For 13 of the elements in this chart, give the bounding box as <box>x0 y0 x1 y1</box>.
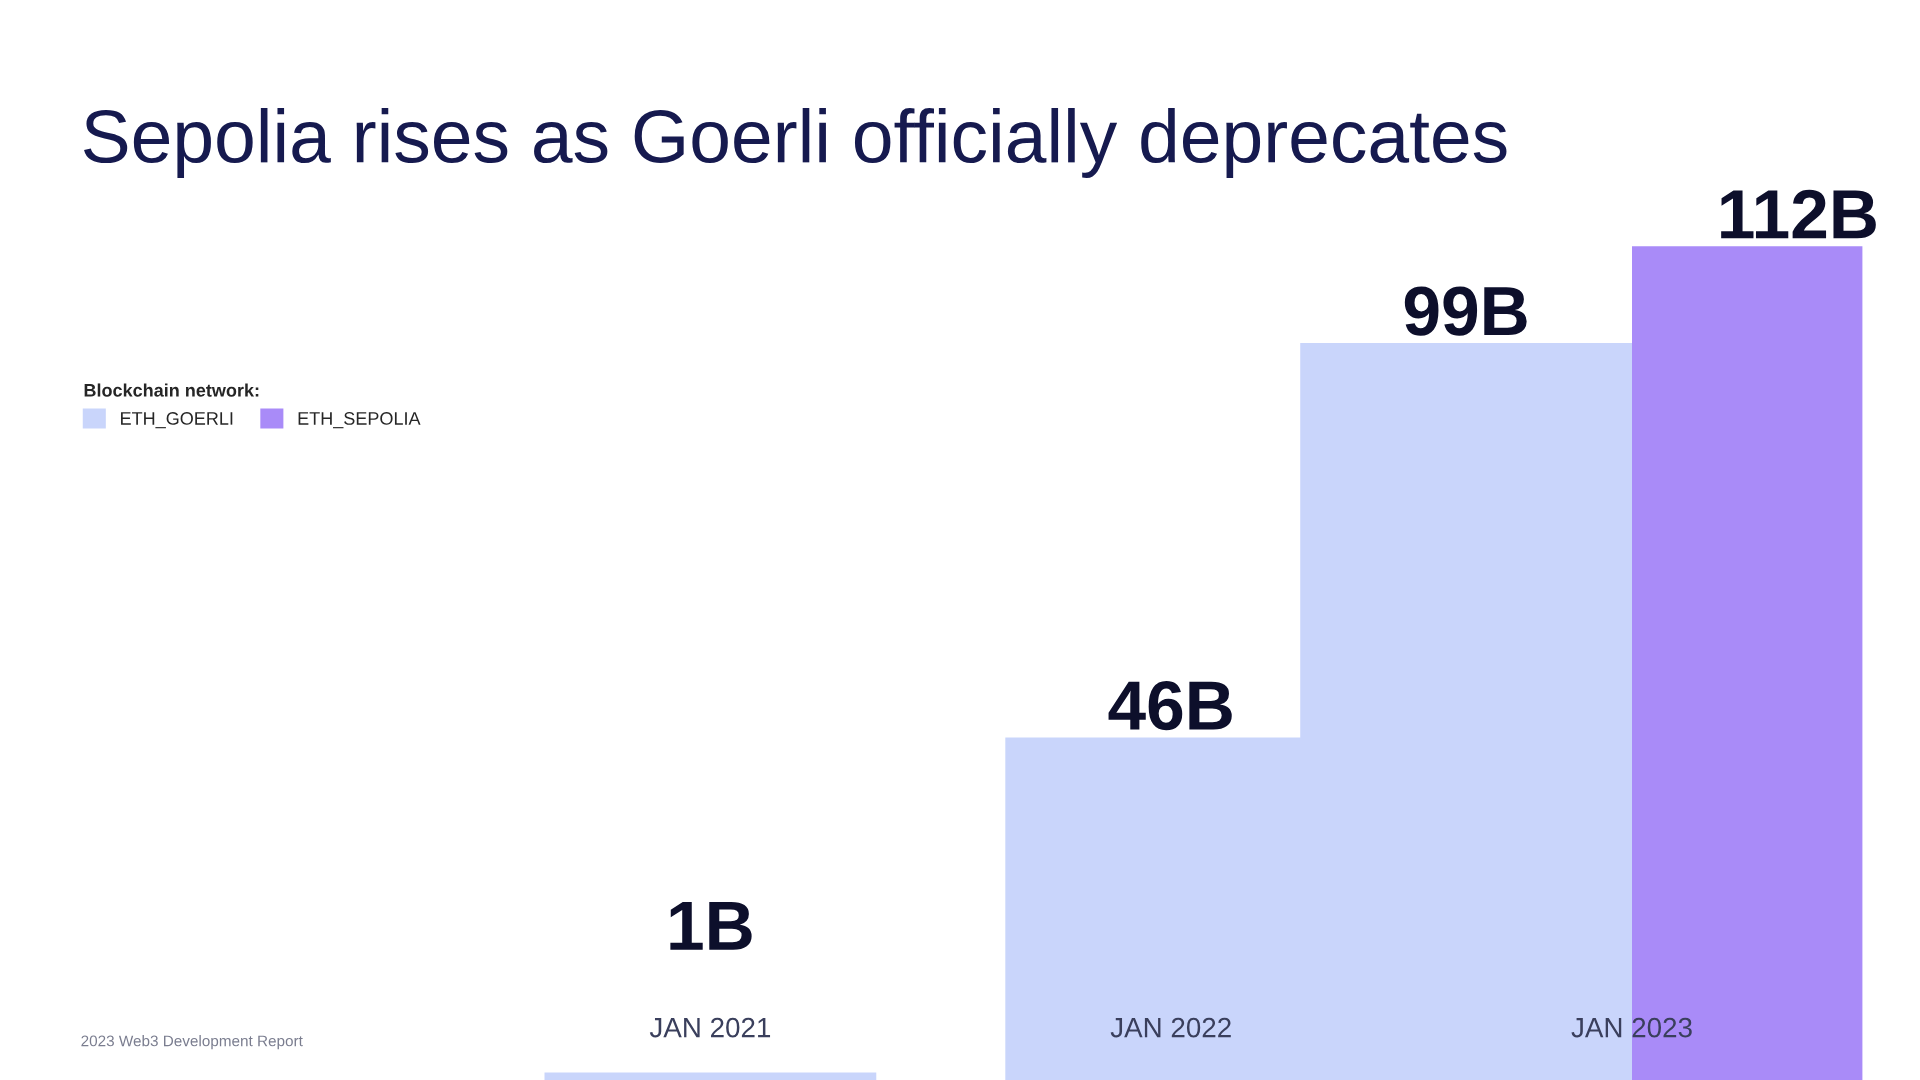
data-label: 99B <box>1404 286 1527 336</box>
legend-label: ETH_GOERLI <box>121 412 233 429</box>
chart-title: Sepolia rises as Goerli officially deprecates <box>84 108 1507 178</box>
data-label: 46B <box>1108 681 1232 731</box>
legend-label: ETH_SEPOLIA <box>298 412 421 429</box>
legend-title: Blockchain network: <box>84 383 259 397</box>
x-tick-label: JAN 2022 <box>1110 1017 1231 1038</box>
text: 2023 Web3 Development Report <box>81 1035 303 1050</box>
bar <box>544 1072 877 1080</box>
data-label: 112B <box>1721 189 1876 239</box>
x-tick-label: JAN 2021 <box>649 1017 771 1038</box>
data-label: 1B <box>670 901 752 950</box>
x-tick-label: JAN 2023 <box>1571 1017 1692 1038</box>
